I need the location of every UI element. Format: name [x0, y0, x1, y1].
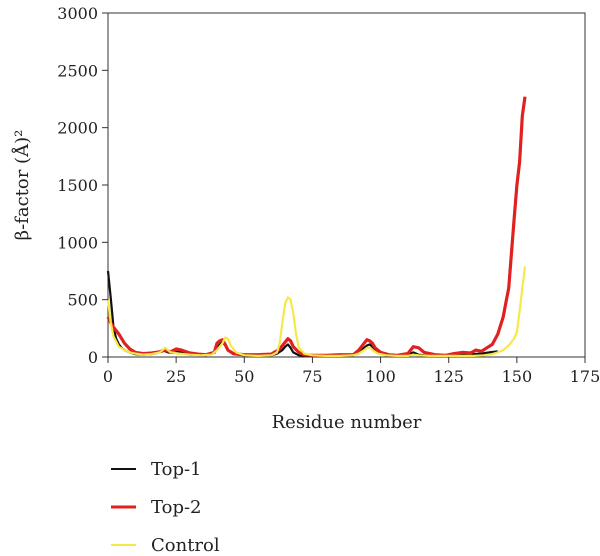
plot-area — [107, 12, 586, 358]
legend-label: Top-2 — [151, 497, 202, 518]
series-layer — [106, 96, 527, 357]
x-tick-label: 125 — [433, 367, 464, 386]
plot-frame — [107, 12, 586, 358]
x-tick-label: 100 — [365, 367, 396, 386]
x-tick-label: 0 — [103, 367, 113, 386]
x-tick-label: 150 — [502, 367, 533, 386]
legend-label: Control — [151, 535, 220, 556]
legend: Top-1 Top-2 Control — [111, 459, 220, 556]
x-tick-label: 75 — [302, 367, 322, 386]
legend-label: Top-1 — [151, 459, 202, 480]
series-line-top-2 — [106, 96, 527, 357]
y-tick-label: 2500 — [57, 61, 98, 80]
series-line-top-1 — [106, 270, 498, 357]
y-axis-title: β-factor (Å)² — [11, 130, 33, 241]
x-tick-label: 175 — [570, 367, 600, 386]
x-tick-label: 25 — [166, 367, 186, 386]
y-tick-label: 500 — [67, 291, 98, 310]
x-axis-title: Residue number — [272, 412, 422, 433]
y-tick-label: 2000 — [57, 119, 98, 138]
axes-layer: 0 25 50 75 100 125 150 175 0 500 1000 1500 2000 2500 3… — [57, 4, 600, 386]
series-line-control — [106, 266, 527, 357]
y-tick-label: 0 — [88, 348, 98, 367]
x-tick-label: 50 — [234, 367, 254, 386]
y-tick-label: 1500 — [57, 176, 98, 195]
y-tick-label: 1000 — [57, 233, 98, 252]
y-tick-label: 3000 — [57, 4, 98, 23]
